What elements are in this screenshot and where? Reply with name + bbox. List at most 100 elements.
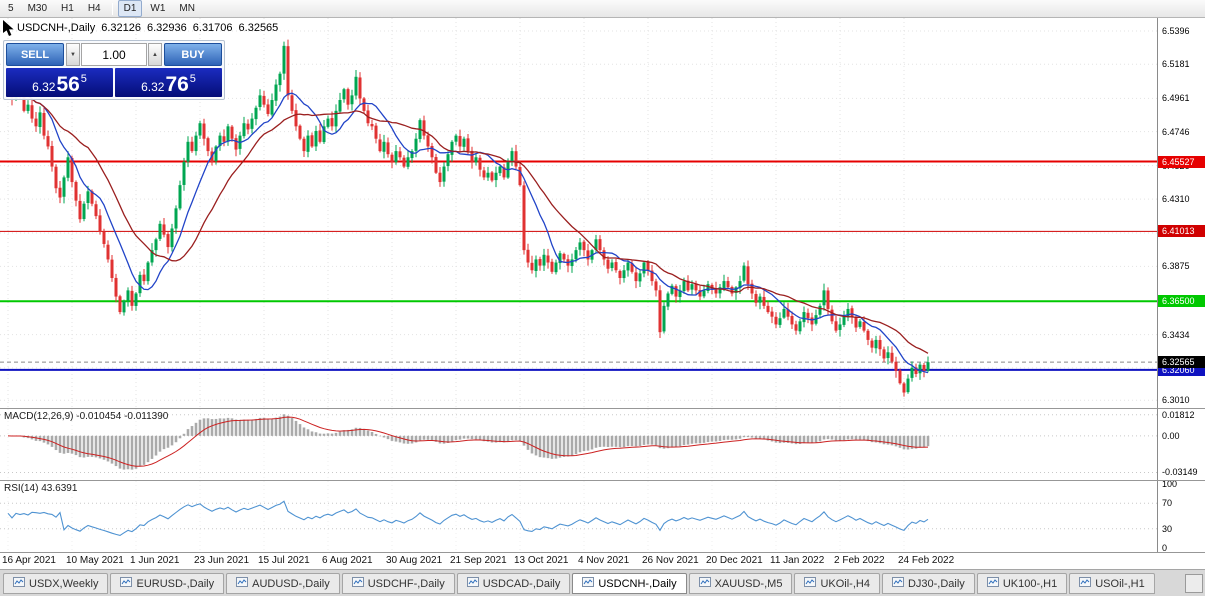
time-axis-label: 2 Feb 2022 (834, 555, 885, 566)
time-axis-label: 11 Jan 2022 (770, 555, 825, 566)
chart-tab-label: AUDUSD-,Daily (252, 577, 330, 590)
chart-symbol-label: USDCNH-,Daily (17, 22, 96, 34)
price-axis-tick: 6.4961 (1162, 93, 1190, 104)
timeframe-button-mn[interactable]: MN (179, 3, 195, 14)
chart-tab-icon (698, 577, 711, 590)
chart-tab-uk100-h1[interactable]: UK100-,H1 (976, 573, 1068, 594)
macd-canvas[interactable]: MACD(12,26,9) -0.010454 -0.011390 (0, 409, 1158, 480)
rsi-indicator-panel: RSI(14) 43.6391 100 70 30 0 (0, 480, 1205, 552)
chart-tab-label: USDX,Weekly (29, 577, 99, 590)
volume-decrease-button[interactable]: ▼ (66, 43, 80, 66)
sell-price-main: 6.32 (32, 79, 56, 94)
chart-tab-icon (986, 577, 999, 590)
price-axis-tick: 6.3434 (1162, 329, 1190, 340)
macd-indicator-panel: MACD(12,26,9) -0.010454 -0.011390 0.0181… (0, 408, 1205, 480)
time-axis-label: 15 Jul 2021 (258, 555, 310, 566)
price-axis-tick: 6.4310 (1162, 194, 1190, 205)
chart-tab-eurusd-daily[interactable]: EURUSD-,Daily (110, 573, 225, 594)
time-axis-label: 20 Dec 2021 (706, 555, 763, 566)
chart-tab-label: USOil-,H1 (1095, 577, 1145, 590)
macd-axis: 0.01812 0.00 -0.03149 (1158, 409, 1205, 480)
macd-axis-tick: 0.00 (1162, 430, 1180, 441)
main-chart-canvas[interactable]: USDCNH-,Daily 6.32126 6.32936 6.31706 6.… (0, 18, 1158, 408)
time-axis-label: 10 May 2021 (66, 555, 124, 566)
buy-price-big: 76 (165, 73, 189, 97)
sell-button[interactable]: SELL (6, 43, 64, 66)
one-click-trading-panel: SELL ▼ ▲ BUY 6.32 56 5 6.32 (3, 40, 225, 100)
timeframe-button-d1[interactable]: D1 (117, 0, 143, 17)
chart-tab-icon (236, 577, 249, 590)
sell-price-display: 6.32 56 5 (6, 68, 113, 97)
time-axis-label: 24 Feb 2022 (898, 555, 955, 566)
ohlc-low: 6.31706 (192, 22, 233, 34)
chart-tabs-bar: USDX,Weekly EURUSD-,Daily AUDUSD-,Daily USD… (0, 569, 1205, 596)
price-axis-tick: 6.5181 (1162, 59, 1190, 70)
chart-tab-icon (804, 577, 817, 590)
chart-tab-label: EURUSD-,Daily (136, 577, 215, 590)
chart-tab-icon (120, 577, 133, 590)
timeframe-toolbar: 5 M30 H1 H4 D1 W1 MN (0, 0, 1205, 18)
time-axis-label: 13 Oct 2021 (514, 555, 569, 566)
price-axis[interactable]: 6.53966.51816.49616.47466.45266.43106.40… (1158, 18, 1205, 408)
price-axis-tick: 6.3010 (1162, 395, 1190, 406)
macd-label: MACD(12,26,9) -0.010454 -0.011390 (4, 411, 169, 422)
chart-tab-label: USDCNH-,Daily (598, 577, 677, 590)
time-axis-label: 30 Aug 2021 (386, 555, 443, 566)
chart-tab-label: UKOil-,H4 (820, 577, 870, 590)
chart-tab-label: UK100-,H1 (1002, 577, 1058, 590)
price-axis-tick: 6.3875 (1162, 261, 1190, 272)
timeframe-button-h4[interactable]: H4 (87, 3, 101, 14)
time-axis-label: 26 Nov 2021 (642, 555, 699, 566)
timeframe-button-w1[interactable]: W1 (150, 3, 166, 14)
time-axis-label: 16 Apr 2021 (2, 555, 56, 566)
macd-axis-tick: 0.01812 (1162, 409, 1195, 420)
timeframe-button-5[interactable]: 5 (8, 3, 14, 14)
chart-tab-dj30-daily[interactable]: DJ30-,Daily (881, 573, 975, 594)
price-axis-tick: 6.4746 (1162, 126, 1190, 137)
chart-tab-usdcad-daily[interactable]: USDCAD-,Daily (456, 573, 571, 594)
rsi-axis-tick: 100 (1162, 481, 1178, 489)
buy-price-display: 6.32 76 5 (115, 68, 222, 97)
chart-tab-usoil-h1[interactable]: USOil-,H1 (1069, 573, 1155, 594)
level-price-label: 6.36500 (1158, 295, 1205, 308)
timeframe-button-m30[interactable]: M30 (27, 3, 48, 14)
chart-tab-usdcnh-daily[interactable]: USDCNH-,Daily (572, 573, 687, 594)
time-axis-label: 23 Jun 2021 (194, 555, 250, 566)
chart-tab-label: USDCHF-,Daily (367, 577, 445, 590)
rsi-axis-tick: 0 (1162, 543, 1168, 552)
time-axis[interactable]: 16 Apr 2021 10 May 2021 1 Jun 2021 23 Jun 2… (0, 552, 1205, 569)
tabs-scroll-corner[interactable] (1185, 574, 1203, 593)
level-price-label: 6.41013 (1158, 225, 1205, 238)
rsi-axis-tick: 30 (1162, 523, 1173, 534)
ohlc-open: 6.32126 (101, 22, 141, 34)
buy-price-main: 6.32 (141, 79, 165, 94)
chart-tab-icon (582, 577, 595, 590)
ohlc-high: 6.32936 (147, 22, 187, 34)
price-axis-tick: 6.5396 (1162, 26, 1190, 36)
chart-tab-icon (1079, 577, 1092, 590)
volume-input[interactable] (81, 43, 147, 66)
rsi-canvas[interactable]: RSI(14) 43.6391 (0, 481, 1158, 552)
buy-button[interactable]: BUY (164, 43, 222, 66)
chart-ohlc-header: USDCNH-,Daily 6.32126 6.32936 6.31706 6.… (17, 22, 278, 34)
buy-price-sup: 5 (189, 73, 196, 85)
rsi-label: RSI(14) 43.6391 (4, 483, 78, 494)
current-price-label: 6.32565 (1158, 356, 1205, 369)
time-axis-label: 21 Sep 2021 (450, 555, 507, 566)
chart-tab-xauusd-m5[interactable]: XAUUSD-,M5 (688, 573, 793, 594)
chart-tab-icon (466, 577, 479, 590)
volume-increase-button[interactable]: ▲ (148, 43, 162, 66)
chart-tab-usdchf-daily[interactable]: USDCHF-,Daily (341, 573, 455, 594)
timeframe-button-h1[interactable]: H1 (61, 3, 74, 14)
ohlc-close: 6.32565 (238, 22, 279, 34)
time-axis-label: 1 Jun 2021 (130, 555, 180, 566)
rsi-axis: 100 70 30 0 (1158, 481, 1205, 552)
chart-tab-icon (13, 577, 25, 590)
toolbar-separator (111, 2, 113, 15)
sell-price-big: 56 (56, 73, 80, 97)
chart-tab-ukoil-h4[interactable]: UKOil-,H4 (794, 573, 880, 594)
chart-tab-label: DJ30-,Daily (907, 577, 965, 590)
chart-tab-usdx-weekly[interactable]: USDX,Weekly (3, 573, 109, 594)
chart-tab-audusd-daily[interactable]: AUDUSD-,Daily (226, 573, 340, 594)
chart-tab-icon (351, 577, 364, 590)
